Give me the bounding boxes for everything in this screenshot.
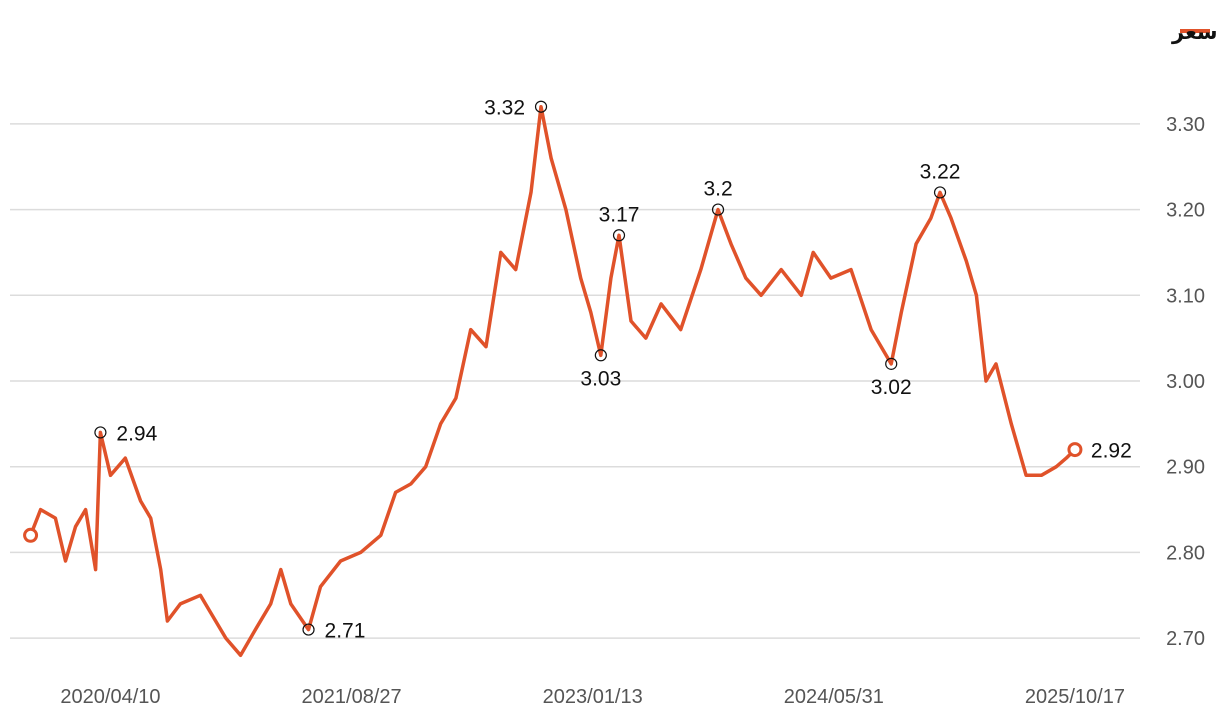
y-tick-label: 2.80	[1166, 542, 1205, 564]
x-tick-label: 2020/04/10	[60, 686, 160, 708]
annotation-label: 3.02	[871, 376, 912, 399]
y-tick-label: 3.30	[1166, 114, 1205, 136]
annotation-marker	[302, 623, 315, 636]
annotation-label: 3.03	[580, 367, 621, 390]
annotation-label: 3.22	[920, 160, 961, 183]
annotation-label: 3.2	[703, 178, 732, 201]
annotation-label: 2.92	[1091, 440, 1132, 463]
start-marker	[23, 527, 39, 543]
y-tick-label: 3.20	[1166, 200, 1205, 222]
y-tick-label: 3.00	[1166, 371, 1205, 393]
annotation-marker	[594, 349, 607, 362]
annotation-label: 2.71	[325, 620, 366, 643]
annotation-marker	[94, 426, 107, 439]
annotation-marker	[885, 357, 898, 370]
annotation-marker	[534, 100, 548, 113]
annotation-marker	[612, 229, 626, 242]
x-tick-label: 2025/10/17	[1025, 686, 1125, 708]
annotation-label: 3.32	[484, 97, 525, 120]
line	[28, 104, 1077, 658]
legend-label: آخر سعر	[1171, 19, 1220, 44]
annotation-label: 3.17	[599, 203, 640, 226]
annotation-marker	[1067, 442, 1083, 458]
y-tick-label: 2.90	[1166, 457, 1205, 479]
annotation-label: 2.94	[116, 422, 157, 445]
y-tick-label: 3.10	[1166, 285, 1205, 307]
x-tick-label: 2024/05/31	[784, 686, 884, 708]
x-tick-label: 2021/08/27	[302, 686, 402, 708]
y-tick-label: 2.70	[1166, 628, 1205, 650]
annotation-marker	[933, 186, 947, 199]
annotation-marker	[711, 203, 725, 216]
x-tick-label: 2023/01/13	[543, 686, 643, 708]
